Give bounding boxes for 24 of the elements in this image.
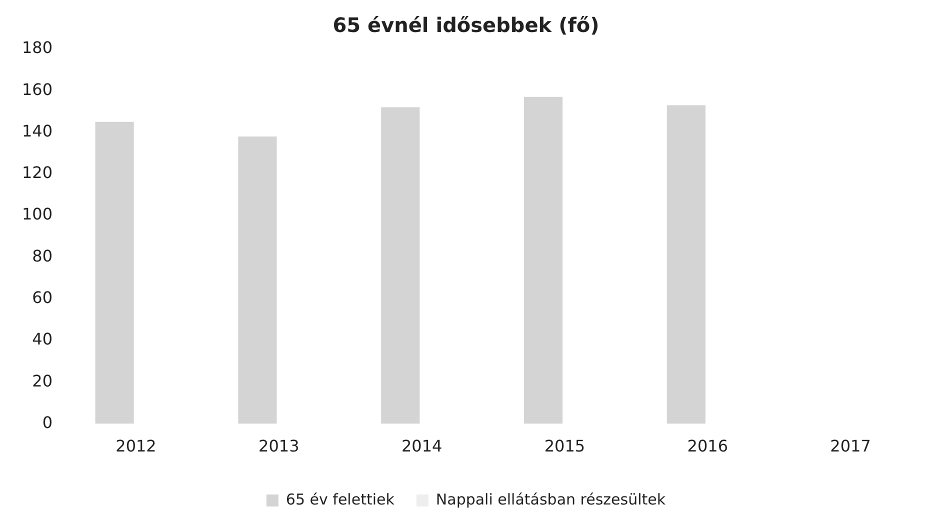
chart-title: 65 évnél idősebbek (fő) bbox=[332, 13, 600, 38]
y-tick-label: 0 bbox=[42, 412, 53, 432]
bar bbox=[238, 136, 277, 424]
x-tick-label: 2017 bbox=[830, 436, 871, 456]
bar bbox=[666, 105, 706, 424]
y-tick-label: 60 bbox=[32, 288, 53, 308]
x-tick-label: 2015 bbox=[544, 436, 586, 456]
bar bbox=[381, 107, 420, 424]
y-tick-label: 140 bbox=[22, 121, 53, 140]
legend-label: Nappali ellátásban részesültek bbox=[436, 490, 666, 508]
y-tick-label: 120 bbox=[22, 163, 53, 182]
y-tick-label: 40 bbox=[32, 330, 53, 349]
bar bbox=[524, 96, 563, 424]
x-tick-label: 2013 bbox=[258, 436, 300, 456]
y-tick-label: 80 bbox=[32, 246, 53, 266]
y-tick-label: 20 bbox=[32, 371, 53, 390]
y-tick-label: 100 bbox=[22, 204, 53, 224]
x-tick-label: 2016 bbox=[687, 436, 728, 456]
x-tick-label: 2012 bbox=[116, 436, 156, 456]
bar bbox=[95, 122, 134, 424]
x-tick-label: 2014 bbox=[401, 436, 442, 456]
y-tick-label: 180 bbox=[22, 38, 53, 58]
legend-label: 65 év felettiek bbox=[286, 490, 395, 508]
y-tick-label: 160 bbox=[22, 80, 53, 99]
